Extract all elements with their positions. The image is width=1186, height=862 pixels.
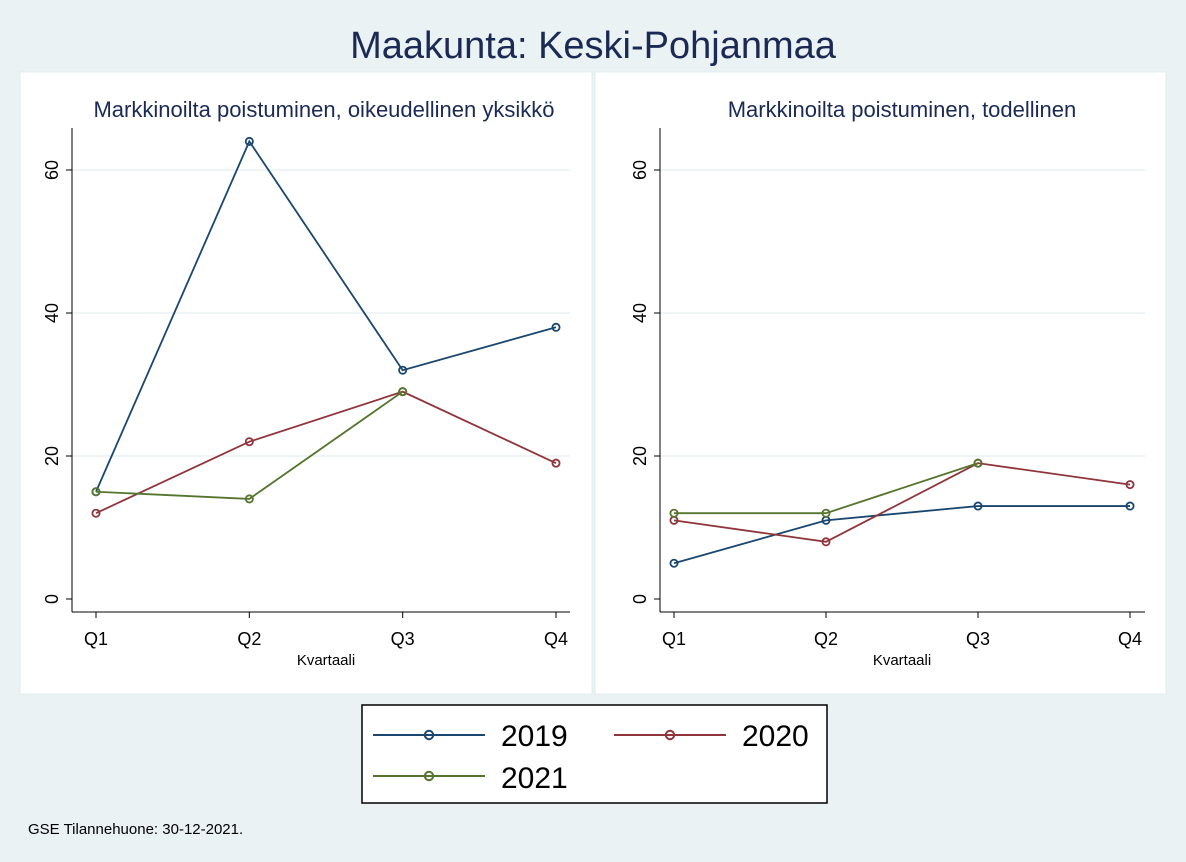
panel-1-xtick-label-Q1: Q1 <box>84 629 108 649</box>
panel-1-xtick-label-Q2: Q2 <box>237 629 261 649</box>
panel-1-series-line-2020 <box>95 390 557 515</box>
legend-label-2020: 2020 <box>742 720 809 753</box>
figure-title: Maakunta: Keski-Pohjanmaa <box>350 25 837 67</box>
panel-1-x-axis-title: Kvartaali <box>297 652 355 669</box>
panel-1-point-2019-Q3 <box>398 365 408 375</box>
panel-2-series-line-2019 <box>673 505 1130 565</box>
panel-1-xtick-label-Q3: Q3 <box>391 629 415 649</box>
panel-2-series-line-2020 <box>673 462 1131 543</box>
panel-2-xtick-label-Q1: Q1 <box>662 629 686 649</box>
legend-label-2019: 2019 <box>501 720 568 753</box>
panel-1-point-2021-Q2 <box>244 494 254 504</box>
panel-1-point-2021-Q3 <box>398 387 408 397</box>
panel-2-background <box>594 71 1167 695</box>
panel-1-xtick-label-Q4: Q4 <box>544 629 568 649</box>
panel-2-point-2021-Q3 <box>973 458 983 468</box>
panel-1-ytick-label-0: 0 <box>42 594 62 604</box>
panel-2-x-axis-title: Kvartaali <box>873 652 931 669</box>
panel-1-point-2019-Q2 <box>244 136 254 146</box>
panel-1-series-line-2021 <box>95 390 404 500</box>
panel-1-point-2020-Q4 <box>551 458 561 468</box>
panel-2-point-2019-Q3 <box>973 501 983 511</box>
legend-label-2021: 2021 <box>501 762 568 795</box>
panel-1-series-line-2019 <box>95 139 557 493</box>
panel-2-point-2020-Q4 <box>1125 480 1135 490</box>
panel-1-point-2020-Q1 <box>91 508 101 518</box>
panel-2-ytick-label-20: 20 <box>630 446 650 466</box>
panel-1-ytick-label-40: 40 <box>42 303 62 323</box>
panel-2-ytick-label-60: 60 <box>630 160 650 180</box>
panel-1-background <box>19 71 593 695</box>
panel-1-point-2021-Q1 <box>91 487 101 497</box>
legend-box <box>361 704 828 804</box>
panel-1-point-2019-Q4 <box>551 322 561 332</box>
panel-1-ytick-label-60: 60 <box>42 160 62 180</box>
panel-2-point-2021-Q2 <box>821 508 831 518</box>
legend-entry-2021: 2021 <box>373 762 568 795</box>
panel-2-ytick-label-0: 0 <box>630 594 650 604</box>
panel-2-series-line-2021 <box>674 462 979 515</box>
legend-marker-2019 <box>423 729 435 741</box>
panel-2-point-2019-Q1 <box>669 558 679 568</box>
panel-2-title: Markkinoilta poistuminen, todellinen <box>728 97 1077 122</box>
legend: 2019 2020 2021 <box>361 704 828 804</box>
panel-1-point-2020-Q2 <box>244 437 254 447</box>
legend-marker-2020 <box>664 729 676 741</box>
panel-2-point-2021-Q1 <box>669 508 679 518</box>
panel-1-ytick-label-20: 20 <box>42 446 62 466</box>
panel-1-title: Markkinoilta poistuminen, oikeudellinen … <box>93 97 554 122</box>
source-note: GSE Tilannehuone: 30-12-2021. <box>28 821 243 838</box>
panel-2-ytick-label-40: 40 <box>630 303 650 323</box>
panel-2-point-2020-Q2 <box>821 537 831 547</box>
legend-entry-2020: 2020 <box>614 720 809 753</box>
legend-marker-2021 <box>423 770 435 782</box>
panel-2-chart: Markkinoilta poistuminen, todellinen 0 20 4… <box>630 97 1145 669</box>
panel-2-xtick-label-Q4: Q4 <box>1118 629 1142 649</box>
panel-2-xtick-label-Q2: Q2 <box>814 629 838 649</box>
panel-1-chart: Markkinoilta poistuminen, oikeudellinen … <box>42 97 570 669</box>
legend-entry-2019: 2019 <box>373 720 568 753</box>
panel-2-point-2019-Q4 <box>1125 501 1135 511</box>
panel-2-xtick-label-Q3: Q3 <box>966 629 990 649</box>
